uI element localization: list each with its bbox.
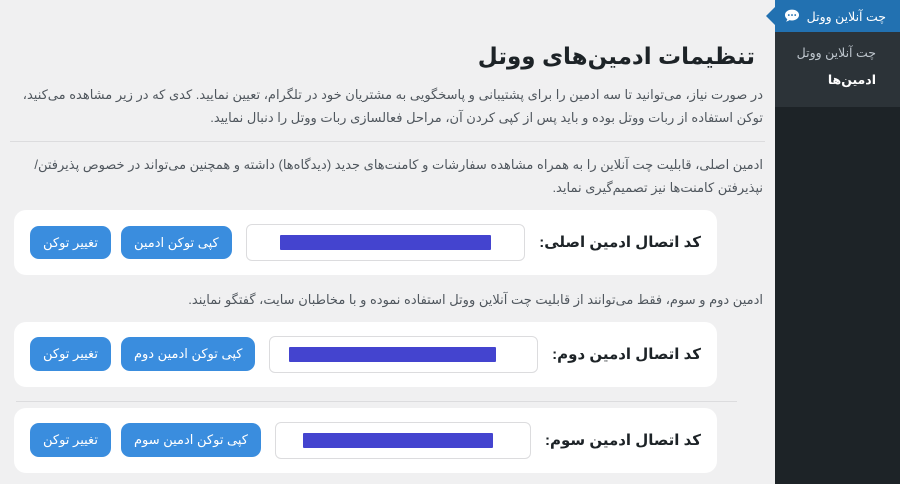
settings-page: تنظیمات ادمین‌های ووتل در صورت نیاز، می‌… xyxy=(10,43,765,473)
copy-second-admin-token-button[interactable]: کپی توکن ادمین دوم xyxy=(120,337,256,371)
third-admin-token-input[interactable] xyxy=(275,421,532,459)
page-title: تنظیمات ادمین‌های ووتل xyxy=(477,43,755,69)
change-second-admin-token-button[interactable]: تغییر توکن xyxy=(30,337,111,371)
chat-bubble-icon xyxy=(784,8,800,24)
main-admin-token-input[interactable] xyxy=(245,223,526,261)
submenu-item-vootel-chat[interactable]: چت آنلاین ووتل xyxy=(796,46,876,60)
secondary-admins-note: ادمین دوم و سوم، فقط می‌توانند از قابلیت… xyxy=(188,291,763,307)
token-redaction xyxy=(289,346,497,362)
sidebar-item-label: چت آنلاین ووتل xyxy=(806,9,886,24)
main-admin-note: ادمین اصلی، قابلیت چت آنلاین را به همراه… xyxy=(34,157,763,196)
sidebar-submenu: چت آنلاین ووتل ادمین‌ها xyxy=(775,32,900,107)
third-admin-token-card: کد اتصال ادمین سوم: کپی توکن ادمین سوم ت… xyxy=(14,407,717,473)
second-admin-token-label: کد اتصال ادمین دوم: xyxy=(552,346,701,364)
divider xyxy=(16,400,737,402)
copy-third-admin-token-button[interactable]: کپی توکن ادمین سوم xyxy=(120,423,261,457)
third-admin-token-label: کد اتصال ادمین سوم: xyxy=(545,432,701,450)
second-admin-token-input[interactable] xyxy=(269,335,539,373)
submenu-item-admins[interactable]: ادمین‌ها xyxy=(827,73,876,87)
sidebar-item-vootel-chat[interactable]: چت آنلاین ووتل xyxy=(766,0,900,32)
token-redaction xyxy=(279,234,492,250)
divider xyxy=(10,141,765,143)
token-redaction xyxy=(303,432,493,448)
intro-text: در صورت نیاز، می‌توانید تا سه ادمین را ب… xyxy=(22,86,763,125)
main-admin-token-card: کد اتصال ادمین اصلی: کپی توکن ادمین تغیی… xyxy=(14,209,717,275)
admin-sidebar: چت آنلاین ووتل چت آنلاین ووتل ادمین‌ها xyxy=(766,0,900,484)
main-admin-token-label: کد اتصال ادمین اصلی: xyxy=(539,234,701,252)
change-third-admin-token-button[interactable]: تغییر توکن xyxy=(30,423,111,457)
change-main-admin-token-button[interactable]: تغییر توکن xyxy=(30,225,111,260)
copy-main-admin-token-button[interactable]: کپی توکن ادمین xyxy=(120,225,232,260)
active-menu-arrow xyxy=(766,7,775,25)
second-admin-token-card: کد اتصال ادمین دوم: کپی توکن ادمین دوم ت… xyxy=(14,321,717,387)
